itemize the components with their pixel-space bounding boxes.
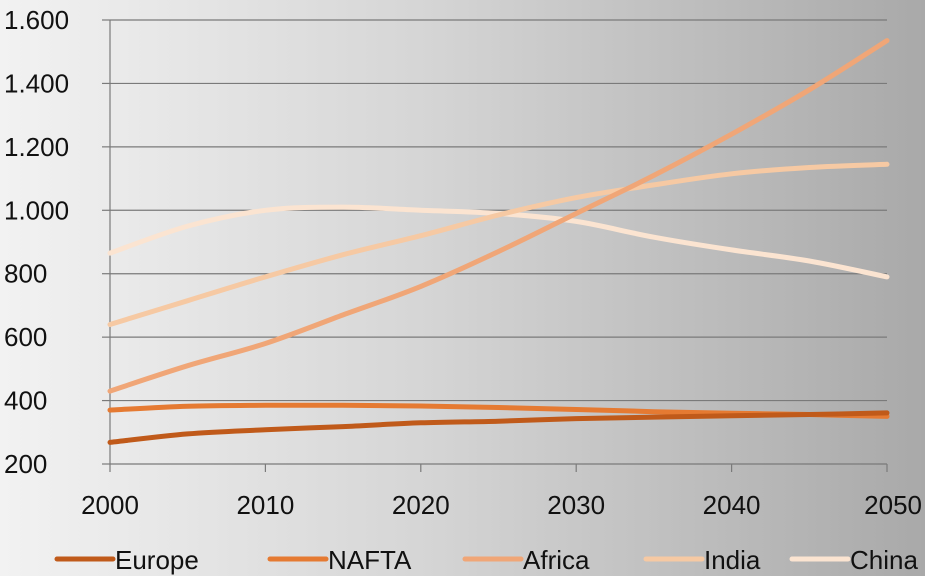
series-line-africa (107, 38, 890, 394)
legend: Europe NAFTA Africa India China (54, 545, 918, 575)
x-tick-label: 2030 (547, 490, 605, 520)
x-tick-label: 2020 (392, 490, 450, 520)
y-tick-label: 1.200 (4, 132, 69, 162)
x-tick-label: 2040 (703, 490, 761, 520)
legend-label: India (704, 545, 761, 575)
legend-label: China (850, 545, 918, 575)
legend-label: Africa (523, 545, 590, 575)
y-tick-label: 1.000 (4, 195, 69, 225)
y-tick-label: 200 (4, 449, 47, 479)
x-tick-label: 2010 (236, 490, 294, 520)
y-tick-label: 800 (4, 259, 47, 289)
series-line-europe (107, 410, 890, 445)
legend-item-europe: Europe (54, 545, 199, 575)
series-lines (107, 38, 890, 445)
legend-item-nafta: NAFTA (267, 545, 412, 575)
legend-label: NAFTA (328, 545, 412, 575)
y-tick-label: 1.600 (4, 5, 69, 35)
x-tick-label: 2050 (864, 490, 922, 520)
y-tick-label: 1.400 (4, 68, 69, 98)
legend-item-africa: Africa (462, 545, 590, 575)
legend-item-india: India (643, 545, 761, 575)
x-tick-label: 2000 (81, 490, 139, 520)
y-tick-label: 600 (4, 322, 47, 352)
series-line-india (107, 161, 890, 327)
legend-item-china: China (789, 545, 918, 575)
grid (110, 19, 887, 402)
legend-label: Europe (115, 545, 199, 575)
axes: 200 400 600 800 1.000 1.200 1.400 1.600 2000 2010… (4, 5, 922, 520)
y-tick-label: 400 (4, 386, 47, 416)
